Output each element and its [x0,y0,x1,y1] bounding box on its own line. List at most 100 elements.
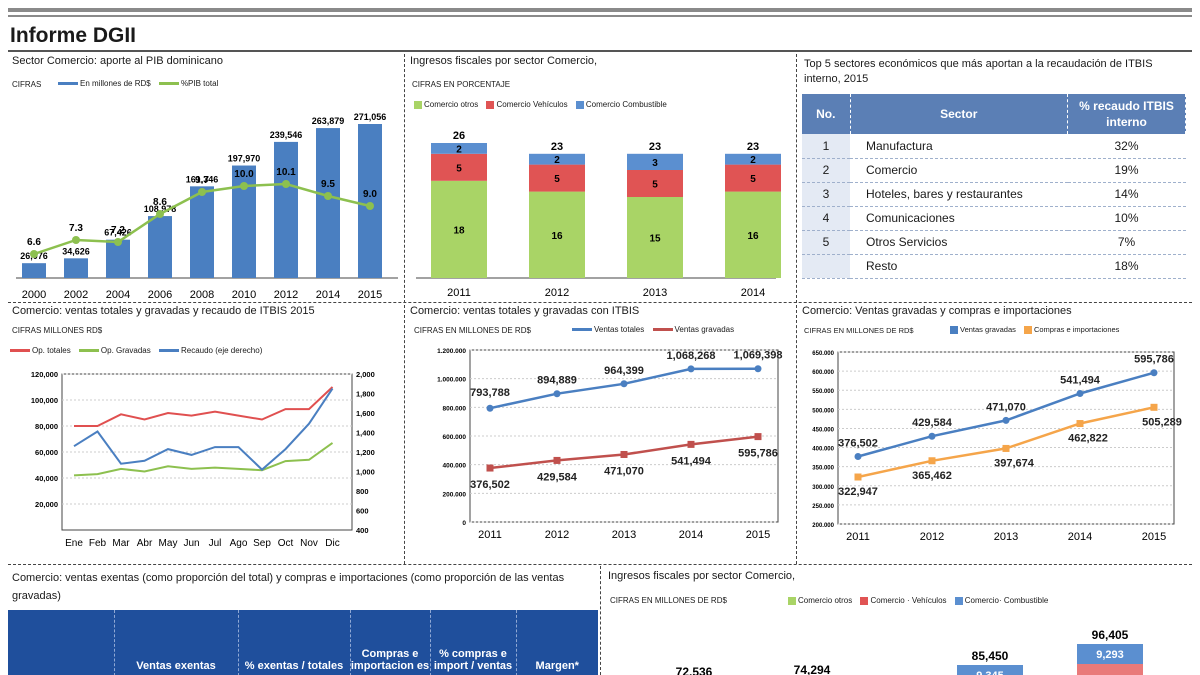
col-header: Margen* [535,660,579,672]
legend-swatch [158,82,179,86]
table-cell-sector: Otros Servicios [850,230,1068,255]
table-cell-pct: 7% [1067,230,1186,255]
line-point [30,250,38,258]
data-label: 541,494 [1060,374,1101,386]
ventas-itbis-chart: 0 200.000 400.000 600.000 800.000 1.000.000 1.… [437,348,782,541]
bar-label: 239,546 [270,130,303,140]
line-label: 9.5 [321,179,335,190]
x-tick-label: 2013 [643,287,667,299]
bar-segment [725,153,781,165]
bar [64,258,88,278]
chart-legend: Ventas gravadas Compras e importaciones [944,325,1120,335]
y2-tick-label: 400 [356,526,369,535]
y-tick-label: 80,000 [35,422,58,431]
line-point [114,238,122,246]
line-point [553,456,561,464]
x-tick-label: Ago [230,538,248,549]
bar-segment [957,665,1023,675]
line-label: 10.1 [276,167,296,178]
series-line [73,388,334,471]
legend-label: Comercio Vehículos [496,100,568,109]
data-label: 1,068,268 [667,350,716,362]
x-tick-label: 2008 [190,289,214,301]
panel-subtitle: CIFRAS EN MILLONES DE RD$ [804,326,914,335]
table-cell-sector: Manufactura [850,134,1068,159]
line-point [687,440,695,448]
panel-subtitle: CIFRAS EN MILLONES DE RD$ [414,326,531,335]
x-tick-label: 2015 [1142,531,1166,543]
y-tick-label: 600.000 [443,434,467,441]
segment-label: 16 [551,231,563,242]
table-cell-sector: Hoteles, bares y restaurantes [850,182,1068,207]
x-tick-label: 2012 [545,529,569,541]
y-tick-label: 550.000 [812,389,834,395]
pib-chart: 26,076200034,626200267,4262004108,978200… [16,112,398,301]
y-tick-label: 400.000 [443,463,467,470]
y-tick-label: 0 [462,520,466,527]
bar [148,216,172,278]
line-point [366,202,374,210]
y-tick-label: 500.000 [812,408,834,414]
x-tick-label: 2015 [746,529,770,541]
y-tick-label: 250.000 [812,504,834,510]
legend-label: Comercio· Combustible [964,596,1049,605]
x-tick-label: Jun [183,538,199,549]
col-header: % compras e import / ventas [430,610,517,675]
line-point [928,432,936,440]
legend-swatch [788,596,796,605]
y-tick-label: 350.000 [812,466,834,472]
total-label: 23 [747,141,759,153]
data-label: 595,786 [738,448,778,460]
x-tick-label: 2014 [741,287,765,299]
legend-swatch [10,349,30,353]
data-label: 505,289 [1142,416,1182,428]
y-tick-label: 200.000 [812,523,834,529]
line-label: 6.6 [27,237,41,248]
legend-swatch [486,100,495,109]
legend-label: Op. Gravadas [100,346,151,355]
data-label: 429,584 [537,471,578,483]
legend-label: Comercio otros [798,596,853,605]
panel-subtitle: CIFRAS EN MILLONES DE RD$ [610,596,727,605]
line-point [854,453,862,461]
bar-segment [431,180,487,278]
col-header: % exentas / totales [238,610,351,675]
x-tick-label: Mar [112,538,130,549]
panel-compras: Comercio: Ventas gravadas y compras e im… [798,304,1192,562]
line-point [282,180,290,188]
segment-label: 5 [750,174,756,185]
legend-swatch [575,100,584,109]
y-tick-label: 650.000 [812,351,834,357]
panel-title: Comercio: ventas totales y gravadas y re… [12,305,315,317]
chart-legend: Ventas totales Ventas gravadas [566,325,734,334]
bar [22,263,46,278]
y2-tick-label: 1,200 [356,448,375,457]
legend-label: Comercio · Vehículos [870,596,947,605]
x-tick-label: Jul [209,538,222,549]
legend-label: Compras e importaciones [1033,325,1120,334]
title-rule [8,50,1192,52]
line-point [1150,403,1158,411]
legend-swatch [1023,326,1032,335]
table-row: 1 Manufactura 32% [802,134,1186,159]
plot-frame [837,351,1175,525]
line-point [1002,416,1010,424]
x-tick-label: Feb [89,538,107,549]
top-rule [8,8,1192,12]
table-cell-sector: Comercio [850,158,1068,183]
y2-tick-label: 1,800 [356,390,375,399]
x-tick-label: 2014 [316,289,340,301]
panel-ingresos-pct: Ingresos fiscales por sector Comercio, C… [406,54,794,302]
chart-legend: En millones de RD$ %PIB total [52,79,218,88]
y2-tick-label: 1,000 [356,468,375,477]
x-tick-label: 2002 [64,289,88,301]
legend-swatch [860,596,869,605]
panel-title: Top 5 sectores económicos que más aporta… [804,58,1153,85]
x-tick-label: 2015 [358,289,382,301]
segment-label: 2 [456,144,462,155]
segment-label: 5 [652,180,658,191]
total-label: 26 [453,130,465,142]
series-line [74,386,334,427]
bar-segment [529,191,585,278]
y-tick-label: 20,000 [35,500,58,509]
